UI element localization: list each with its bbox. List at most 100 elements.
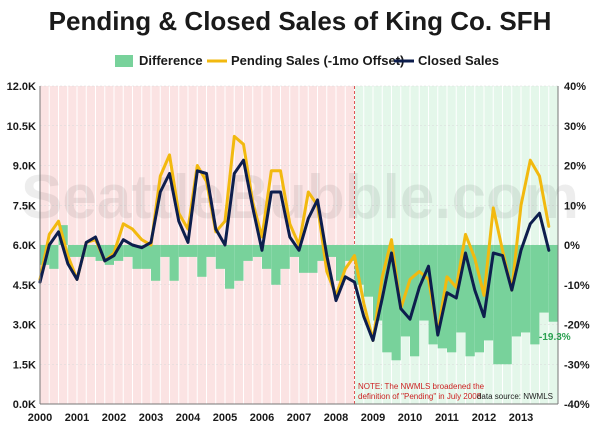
- x-tick-label: 2008: [324, 412, 348, 424]
- series-lines: [38, 134, 551, 342]
- difference-bar: [271, 245, 281, 285]
- difference-bar: [243, 245, 253, 261]
- difference-bar: [151, 245, 161, 281]
- left-tick-label: 9.0K: [13, 161, 36, 173]
- difference-bar: [317, 245, 327, 261]
- difference-bar: [225, 245, 235, 289]
- difference-bar: [474, 245, 484, 353]
- closed-sales-line: [38, 158, 551, 342]
- difference-bar: [49, 245, 59, 269]
- pending-sales-line: [38, 134, 551, 342]
- x-tick-label: 2009: [361, 412, 385, 424]
- left-axis-ticks: 0.0K 1.5K 3.0K 4.5K 6.0K 7.5K 9.0K 10.5K 12.0K: [7, 81, 36, 411]
- difference-bar: [511, 245, 521, 337]
- difference-bar: [77, 245, 87, 257]
- difference-bar: [114, 245, 124, 261]
- difference-bar: [493, 245, 503, 365]
- difference-bar: [178, 245, 188, 257]
- note-line-2: definition of "Pending" in July 2008: [358, 392, 482, 401]
- right-tick-label: 10%: [564, 200, 586, 212]
- x-tick-label: 2011: [435, 412, 459, 424]
- difference-bar: [123, 245, 133, 257]
- right-tick-label: -10%: [564, 280, 590, 292]
- difference-bar: [280, 245, 290, 269]
- legend-label-closed: Closed Sales: [418, 53, 499, 68]
- difference-bar: [521, 245, 531, 333]
- difference-bar: [289, 245, 299, 257]
- last-value-label: -19.3%: [539, 332, 571, 343]
- difference-bar: [262, 245, 272, 269]
- right-axis-ticks: -40% -30% -20% -10% 0% 10% 20% 30% 40%: [564, 81, 590, 411]
- axes: [39, 86, 559, 405]
- difference-bar: [548, 245, 558, 322]
- difference-bar: [234, 245, 244, 281]
- left-tick-label: 0.0K: [13, 399, 36, 411]
- x-tick-label: 2003: [139, 412, 163, 424]
- legend-label-difference: Difference: [139, 53, 203, 68]
- difference-bar: [308, 245, 318, 273]
- left-tick-label: 7.5K: [13, 200, 36, 212]
- definition-note: NOTE: The NWMLS broadened the definition…: [358, 382, 485, 401]
- difference-bar: [86, 245, 96, 257]
- difference-bar: [336, 245, 346, 281]
- x-axis-ticks: 2000 2001 2002 2003 2004 2005 2006 2007 2008 2009…: [28, 412, 533, 424]
- difference-bar: [160, 245, 170, 257]
- difference-bar: [419, 245, 429, 321]
- right-tick-label: 40%: [564, 81, 586, 93]
- difference-bar: [67, 245, 77, 257]
- right-tick-label: -40%: [564, 399, 590, 411]
- left-tick-label: 4.5K: [13, 280, 36, 292]
- difference-bar: [169, 245, 179, 281]
- note-line-1: NOTE: The NWMLS broadened the: [358, 382, 485, 391]
- watermark: SeattleBubble.com: [21, 163, 579, 232]
- right-tick-label: 0%: [564, 240, 580, 252]
- left-tick-label: 6.0K: [13, 240, 36, 252]
- x-tick-label: 2007: [287, 412, 311, 424]
- difference-bar: [215, 245, 225, 269]
- x-tick-label: 2005: [213, 412, 237, 424]
- x-tick-label: 2006: [250, 412, 274, 424]
- x-tick-label: 2000: [28, 412, 52, 424]
- left-tick-label: 3.0K: [13, 320, 36, 332]
- difference-bar: [539, 245, 549, 313]
- x-tick-label: 2010: [398, 412, 422, 424]
- difference-bar: [530, 245, 540, 345]
- difference-bar: [104, 245, 114, 265]
- difference-bar: [141, 245, 151, 269]
- data-source: data source: NWMLS: [477, 392, 553, 401]
- x-tick-label: 2002: [102, 412, 126, 424]
- right-tick-label: 30%: [564, 121, 586, 133]
- difference-bar: [299, 245, 309, 273]
- difference-bar: [326, 245, 336, 257]
- difference-bar: [345, 245, 355, 261]
- left-tick-label: 10.5K: [7, 121, 36, 133]
- difference-bar: [502, 245, 512, 365]
- x-tick-label: 2004: [176, 412, 201, 424]
- difference-bar: [382, 245, 392, 353]
- x-tick-label: 2001: [65, 412, 89, 424]
- chart-title: Pending & Closed Sales of King Co. SFH: [49, 6, 552, 36]
- difference-bar: [354, 245, 364, 285]
- difference-bar: [252, 245, 262, 257]
- difference-bar: [197, 245, 207, 277]
- difference-bar: [132, 245, 142, 269]
- x-tick-label: 2013: [509, 412, 533, 424]
- legend-swatch-difference: [115, 55, 133, 67]
- difference-bar: [188, 245, 198, 257]
- x-tick-label: 2012: [472, 412, 496, 424]
- legend-label-pending: Pending Sales (-1mo Offset): [231, 53, 404, 68]
- difference-bar: [206, 245, 216, 257]
- difference-bar: [391, 245, 401, 361]
- difference-bar: [456, 245, 466, 333]
- right-tick-label: -20%: [564, 320, 590, 332]
- left-tick-label: 12.0K: [7, 81, 36, 93]
- right-tick-label: 20%: [564, 161, 586, 173]
- left-tick-label: 1.5K: [13, 359, 36, 371]
- difference-bar: [373, 245, 383, 321]
- difference-bar: [465, 245, 475, 357]
- legend: Difference Pending Sales (-1mo Offset) C…: [115, 53, 499, 68]
- difference-bar: [363, 245, 373, 297]
- right-tick-label: -30%: [564, 359, 590, 371]
- difference-bar: [447, 245, 457, 353]
